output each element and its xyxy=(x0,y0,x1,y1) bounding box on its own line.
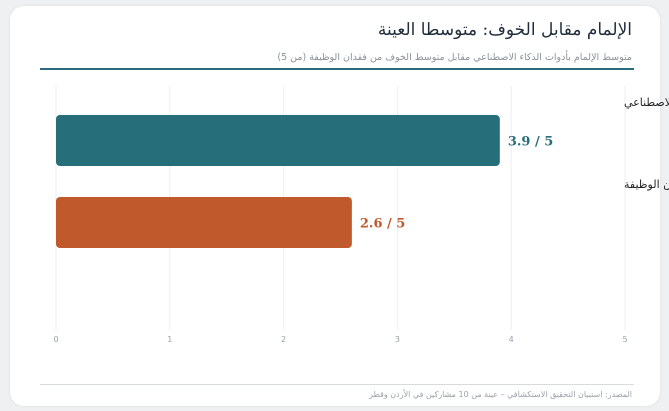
x-tick-label: 5 xyxy=(622,335,627,344)
chart-subtitle: متوسط الإلمام بأدوات الذكاء الاصطناعي مق… xyxy=(277,52,632,63)
bar xyxy=(56,197,352,248)
x-tick-label: 2 xyxy=(281,335,286,344)
title-divider xyxy=(40,68,634,70)
category-label: مستوى الإلمام بأدوات الذكاء الاصطناعي xyxy=(624,94,669,109)
value-label: 3.9 / 5 xyxy=(508,135,553,150)
category-label: مستوى الخوف من فقدان الوظيفة xyxy=(624,178,669,191)
x-tick-label: 4 xyxy=(509,335,514,344)
source-note: المصدر: استبيان التحقيق الاستكشافي – عين… xyxy=(369,390,632,399)
footer-divider xyxy=(40,384,634,385)
x-tick-label: 3 xyxy=(395,335,400,344)
value-label: 2.6 / 5 xyxy=(360,217,405,232)
x-tick-label: 1 xyxy=(167,335,172,344)
chart-title: الإلمام مقابل الخوف: متوسطا العينة xyxy=(377,20,632,40)
x-tick-label: 0 xyxy=(53,335,58,344)
bar xyxy=(56,115,500,166)
